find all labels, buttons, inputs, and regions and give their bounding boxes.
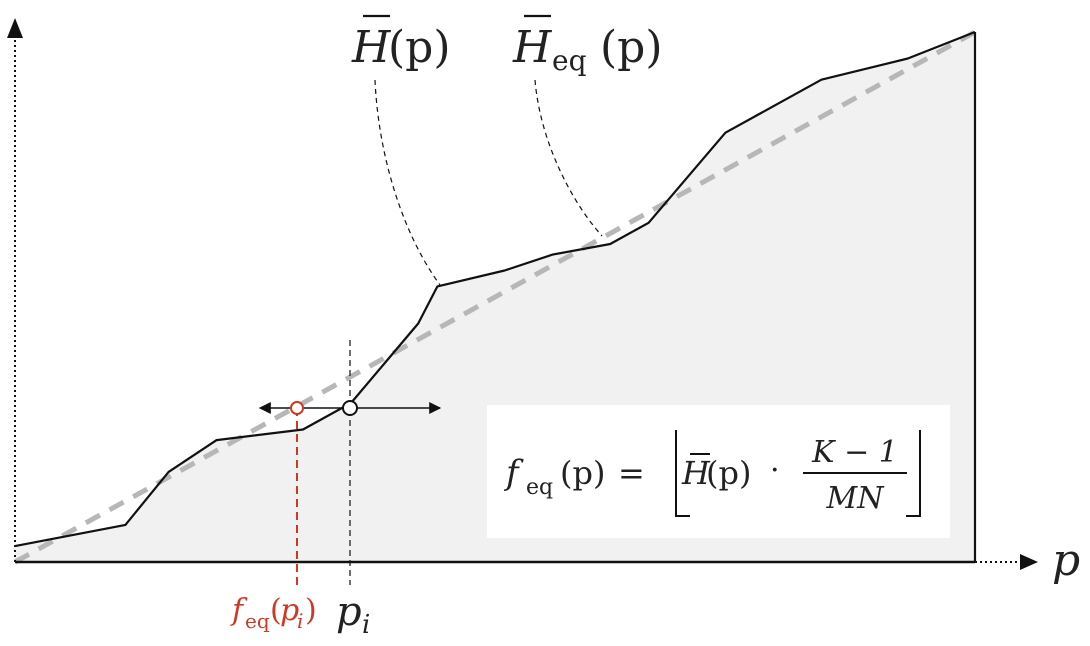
formula-lhs-args: (p)	[560, 454, 605, 492]
p-i-point	[342, 400, 358, 416]
x-axis-arrow-icon	[1020, 554, 1038, 570]
h-eq-label: H eq (p)	[512, 14, 663, 77]
equalized-cdf-line	[13, 29, 977, 565]
p-i-sub: i	[362, 610, 370, 640]
h-bar-letter: H	[351, 22, 392, 73]
p-i-base: p	[336, 589, 362, 635]
formula-dot: ·	[770, 453, 780, 488]
h-bar-leader-line	[374, 79, 441, 286]
floor-left-bracket	[675, 430, 690, 517]
f-eq-pi-label: f eq ( p i )	[230, 593, 317, 633]
f-eq-pi-sub: eq	[245, 609, 270, 633]
formula-box	[487, 405, 950, 538]
f-eq-pi-open: (	[270, 593, 282, 628]
formula-h-letter: H	[681, 454, 711, 492]
f-eq-point	[290, 401, 304, 415]
h-eq-leader-line	[534, 79, 603, 237]
h-bar-args: (p)	[388, 22, 451, 73]
h-eq-letter: H	[512, 22, 553, 73]
floor-right-bracket	[906, 430, 921, 517]
formula-h-args: (p)	[706, 454, 751, 492]
formula-denominator: MN	[826, 481, 886, 516]
h-eq-args: (p)	[600, 22, 663, 73]
formula-numerator: K − 1	[811, 435, 898, 470]
formula-equals: =	[618, 454, 645, 492]
y-axis-arrow-icon	[7, 18, 23, 38]
p-i-label: p i	[336, 589, 370, 640]
h-bar-label: H (p)	[351, 14, 451, 73]
formula-lhs-sub: eq	[526, 475, 553, 500]
f-eq-pi-arg-sub: i	[297, 609, 303, 633]
h-eq-sub: eq	[552, 44, 587, 77]
x-axis-label: p	[1052, 535, 1080, 586]
f-eq-pi-close: )	[305, 593, 317, 628]
cumulative-histogram-curve	[14, 30, 976, 548]
f-eq-pi-arg: p	[280, 593, 299, 628]
